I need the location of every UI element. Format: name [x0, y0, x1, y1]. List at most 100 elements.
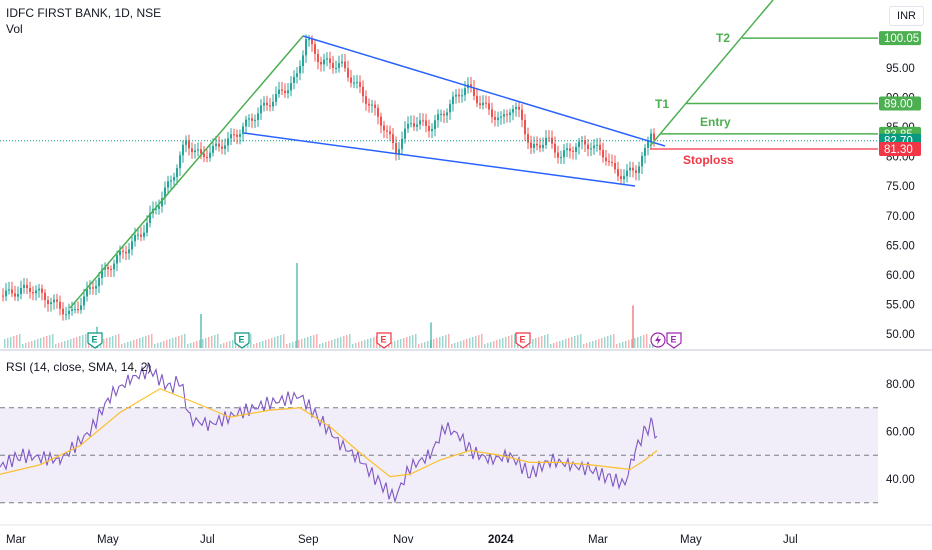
candle-body [329, 58, 331, 63]
candle-body [554, 143, 556, 153]
volume-bar [628, 340, 630, 348]
volume-bar [499, 339, 501, 348]
price-badge [879, 31, 921, 46]
candle-body [503, 114, 505, 117]
candle-body [272, 101, 274, 107]
volume-bar [364, 340, 366, 348]
candle-body [620, 176, 622, 180]
uptrend-line [69, 35, 304, 309]
volume-bar [103, 339, 105, 348]
candle-body [23, 285, 25, 288]
candle-body [617, 169, 619, 177]
candle-body [383, 125, 385, 131]
volume-bar [370, 338, 372, 348]
candle-body [593, 145, 595, 149]
candle-body [71, 309, 73, 311]
candle-body [5, 290, 7, 297]
earnings-badge [87, 332, 103, 349]
candle-body [440, 113, 442, 115]
candle-body [266, 102, 268, 106]
candle-body [464, 88, 466, 96]
earnings-marker: E [234, 332, 250, 349]
volume-bar [217, 334, 219, 348]
candle-body [296, 73, 298, 77]
volume-bar [16, 335, 18, 348]
candle-body [68, 310, 70, 315]
candle-body [149, 213, 151, 223]
candle-body [44, 292, 46, 301]
t1-label: T1 [655, 97, 669, 111]
candle-body [404, 128, 406, 139]
candle-body [497, 117, 499, 120]
volume-bar [559, 341, 561, 348]
volume-bar [595, 340, 597, 348]
volume-bar [259, 342, 261, 348]
volume-bar [343, 336, 345, 348]
volume-bar [589, 342, 591, 348]
volume-bar [187, 344, 189, 348]
volume-bar [13, 336, 15, 348]
candle-body [221, 146, 223, 149]
candle-body [302, 55, 304, 67]
volume-bar [139, 338, 141, 348]
entry-label: Entry [700, 115, 731, 129]
volume-bar [337, 338, 339, 348]
volume-bar [304, 338, 306, 348]
rsi-tick-label: 80.00 [886, 379, 915, 391]
currency-badge[interactable]: INR [889, 6, 924, 26]
volume-bar [496, 340, 498, 348]
candle-body [413, 123, 415, 127]
volume-bar [640, 336, 642, 348]
candle-body [575, 146, 577, 152]
volume-bar [181, 335, 183, 348]
candle-body [434, 120, 436, 130]
rsi-line [0, 361, 658, 504]
price-badge [879, 141, 921, 156]
volume-bar [583, 344, 585, 348]
volume-bar [118, 334, 120, 348]
volume-bar [397, 340, 399, 348]
candle-body [512, 109, 514, 113]
time-tick-label: Mar [6, 534, 26, 546]
candle-body [431, 129, 433, 132]
candle-body [233, 134, 235, 136]
volume-spike [632, 305, 634, 348]
volume-bar [622, 342, 624, 348]
candle-body [545, 137, 547, 146]
candle-body [95, 286, 97, 289]
candle-body [428, 125, 430, 132]
candle-body [26, 285, 28, 288]
candle-body [341, 61, 343, 64]
volume-bar [130, 341, 132, 348]
volume-bar [85, 334, 87, 348]
candle-body [239, 134, 241, 137]
candle-body [140, 234, 142, 237]
volume-bar [202, 339, 204, 348]
candle-body [53, 299, 55, 303]
candle-body [500, 116, 502, 118]
candle-body [299, 66, 301, 74]
volume-bar [166, 340, 168, 348]
volume-bar [472, 337, 474, 348]
earnings-letter: E [92, 335, 98, 345]
candle-body [437, 114, 439, 121]
volume-bar [160, 342, 162, 348]
volume-bar [31, 341, 33, 348]
volume-bar [631, 339, 633, 348]
candle-body [623, 176, 625, 180]
volume-bar [115, 335, 117, 348]
rsi-tick-label: 40.00 [886, 474, 915, 486]
volume-bar [352, 344, 354, 348]
volume-bar [424, 342, 426, 348]
volume-bar [334, 339, 336, 348]
volume-bar [46, 336, 48, 348]
candle-body [212, 145, 214, 153]
candle-body [167, 181, 169, 188]
candle-body [281, 89, 283, 91]
volume-bar [253, 344, 255, 348]
earnings-letter: E [671, 335, 677, 345]
volume-bar [313, 335, 315, 348]
volume-bar [403, 338, 405, 348]
candle-body [407, 123, 409, 129]
